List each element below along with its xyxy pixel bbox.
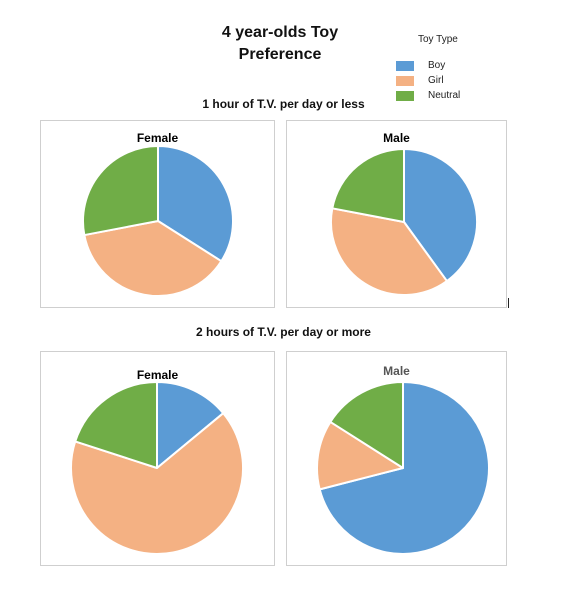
section-title-1h: 1 hour of T.V. per day or less [202,97,365,111]
legend-label-neutral: Neutral [428,90,461,101]
legend-title: Toy Type [418,34,458,45]
pie-panel-2h-female: Female [40,351,275,566]
pie-panel-2h-male: Male [286,351,507,566]
pie-chart-2h-male [316,381,490,555]
section-title-2h: 2 hours of T.V. per day or more [196,325,371,339]
pie-slice-girl [316,420,404,491]
pie-slice-neutral [329,381,404,469]
text-cursor-mark [508,298,509,308]
chart-title-line1: 4 year-olds Toy [221,24,339,41]
pie-slice-boy [156,381,225,469]
pie-title-2h-female: Female [136,368,179,382]
pie-slice-girl [70,412,244,555]
pie-chart-1h-male [330,148,478,296]
legend-swatch-neutral [396,91,414,101]
pie-slice-neutral [74,381,158,469]
pie-title-2h-male: Male [383,364,410,378]
legend-swatch-boy [396,61,414,71]
chart-title-line2: Preference [238,46,322,63]
pie-panel-1h-male: Male [286,120,507,308]
pie-title-1h-female: Female [136,131,179,145]
pie-slice-girl [330,207,448,296]
pie-chart-2h-female [70,381,244,555]
pie-panel-1h-female: Female [40,120,275,308]
pie-title-1h-male: Male [383,131,410,145]
pie-slice-boy [403,148,478,283]
pie-slice-neutral [331,148,405,223]
pie-slice-neutral [82,145,159,237]
legend-label-boy: Boy [428,60,446,71]
pie-chart-1h-female [82,145,234,297]
legend-swatch-girl [396,76,414,86]
legend-label-girl: Girl [428,75,444,86]
chart-title: 4 year-olds Toy Preference [200,22,360,66]
pie-slice-boy [318,381,490,555]
pie-slice-girl [83,220,223,297]
